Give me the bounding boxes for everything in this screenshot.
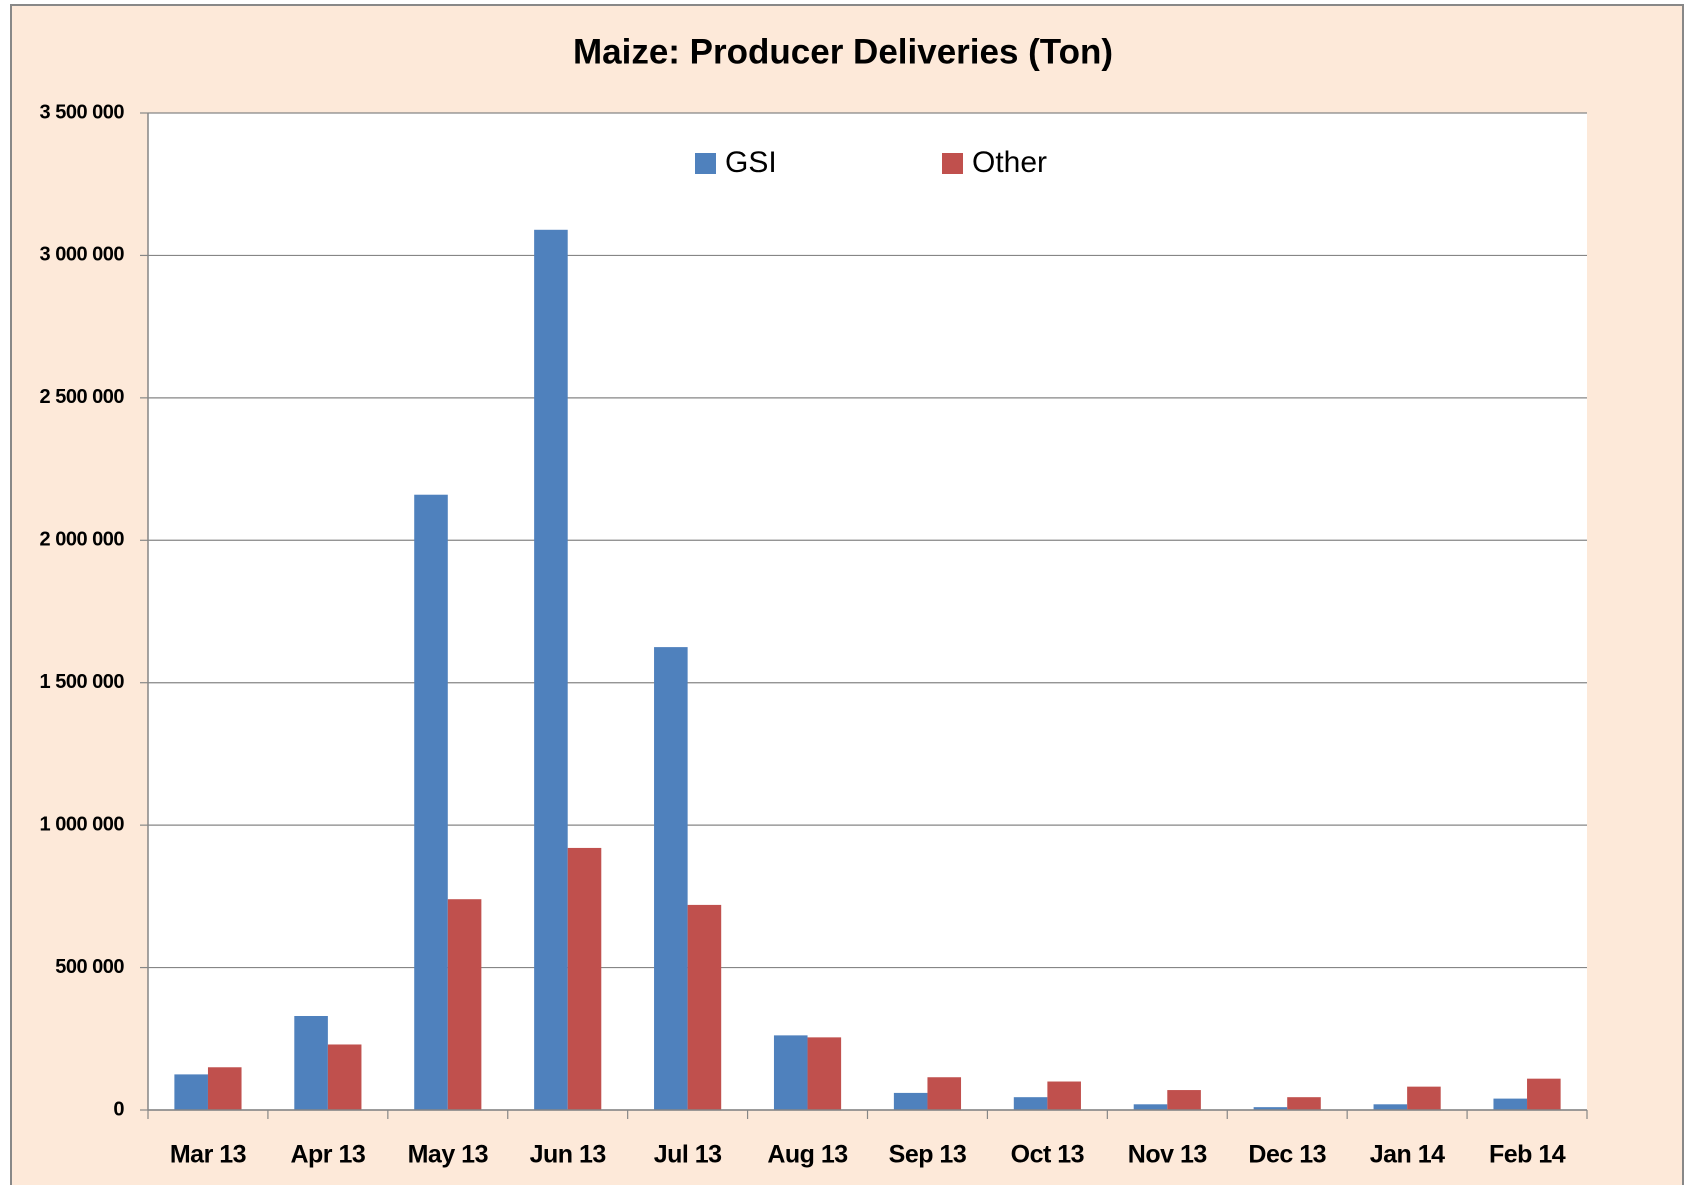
legend-swatch [942, 153, 963, 174]
x-tick-label: Aug 13 [767, 1141, 847, 1169]
y-tick-label: 3 000 000 [40, 244, 125, 266]
bar [174, 1074, 208, 1110]
bar [1253, 1107, 1288, 1110]
x-tick-label: Oct 13 [1011, 1141, 1084, 1169]
x-tick-label: Jun 13 [530, 1141, 606, 1169]
bar [294, 1015, 328, 1110]
legend-label: Other [972, 146, 1047, 179]
x-tick-label: Dec 13 [1248, 1141, 1326, 1169]
bar [414, 494, 448, 1110]
bar [893, 1092, 928, 1110]
y-tick-label: 2 000 000 [40, 529, 125, 551]
x-tick-label: Sep 13 [889, 1141, 967, 1169]
bar [327, 1044, 362, 1110]
y-tick-label: 1 500 000 [40, 671, 125, 693]
legend-label: GSI [725, 146, 777, 179]
bar [1373, 1104, 1408, 1110]
bar [1407, 1086, 1441, 1110]
x-tick-label: Apr 13 [290, 1141, 365, 1169]
bar [447, 899, 482, 1110]
y-tick-label: 2 500 000 [40, 386, 125, 408]
x-tick-label: Feb 14 [1489, 1141, 1566, 1169]
chart-title: Maize: Producer Deliveries (Ton) [573, 32, 1113, 71]
bar [567, 847, 602, 1110]
bar [534, 229, 568, 1110]
bar [1133, 1104, 1168, 1110]
x-tick-label: Jul 13 [654, 1141, 722, 1169]
y-tick-label: 0 [113, 1098, 124, 1120]
bar [1013, 1097, 1048, 1110]
bar [773, 1035, 808, 1110]
y-tick-label: 500 000 [55, 956, 124, 978]
bar [207, 1067, 242, 1110]
x-tick-label: May 13 [408, 1141, 488, 1169]
bar [807, 1037, 842, 1110]
y-tick-label: 3 500 000 [40, 101, 125, 123]
x-tick-label: Jan 14 [1370, 1141, 1445, 1169]
legend-swatch [695, 153, 716, 174]
bar [1287, 1097, 1321, 1110]
bar [1493, 1098, 1528, 1110]
x-tick-label: Mar 13 [170, 1141, 246, 1169]
bar [654, 647, 688, 1110]
bar [1167, 1090, 1201, 1110]
bar [1527, 1078, 1561, 1110]
y-tick-label: 1 000 000 [40, 813, 125, 835]
bar [927, 1077, 962, 1110]
x-tick-label: Nov 13 [1128, 1141, 1207, 1169]
plot-area [148, 113, 1587, 1110]
bar [687, 904, 722, 1110]
bar [1047, 1081, 1081, 1110]
